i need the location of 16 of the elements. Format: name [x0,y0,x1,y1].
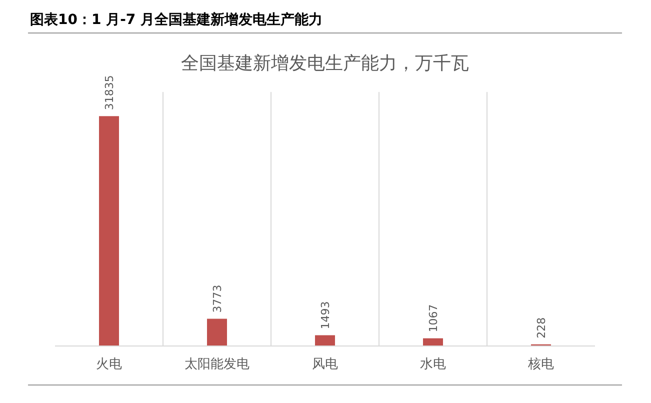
data-label: 228 [535,317,548,338]
data-label: 1067 [427,304,440,332]
bar [423,338,443,346]
x-tick-label: 太阳能发电 [184,357,250,372]
bar [315,335,335,346]
chart-title: 图表10：1 月-7 月全国基建新增发电生产能力 [30,11,323,28]
data-label: 3773 [211,284,224,313]
x-tick-label: 火电 [96,357,122,372]
bar [207,318,227,346]
data-label: 31835 [103,75,116,110]
x-tick-label: 核电 [527,357,554,372]
chart-subtitle: 全国基建新增发电生产能力，万千瓦 [181,53,469,74]
data-label: 1493 [319,301,332,330]
x-tick-label: 风电 [312,357,338,372]
x-tick-label: 水电 [420,357,446,372]
bar [99,116,119,346]
